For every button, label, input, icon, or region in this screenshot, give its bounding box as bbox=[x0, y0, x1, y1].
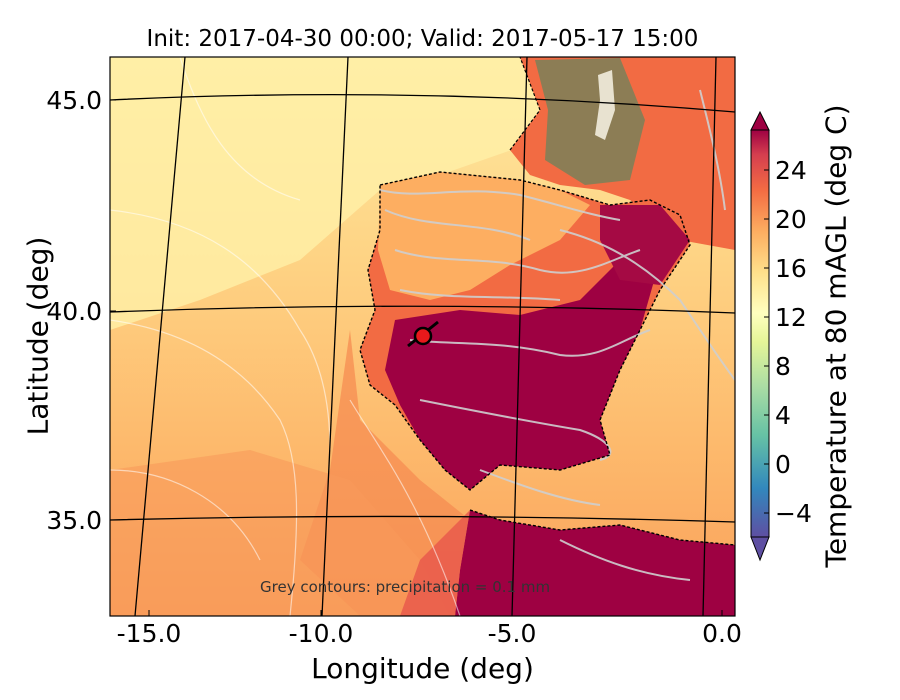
chart-title: Init: 2017-04-30 00:00; Valid: 2017-05-1… bbox=[146, 26, 699, 52]
y-axis-label-wrap: Latitude (deg) bbox=[4, 0, 55, 700]
colorbar-label-wrap: Temperature at 80 mAGL (deg C) bbox=[800, 0, 880, 700]
land-iberia-north bbox=[378, 172, 590, 300]
coastline-africa bbox=[469, 509, 735, 546]
highlands-north bbox=[535, 58, 645, 185]
colorbar-tick-label: −4 bbox=[775, 499, 812, 528]
coastline bbox=[359, 171, 691, 491]
colorbar: −4 0 4 8 12 16 20 24 bbox=[750, 110, 812, 562]
land-africa bbox=[455, 510, 735, 616]
colorbar-label: Temperature at 80 mAGL (deg C) bbox=[819, 104, 853, 568]
colorbar-tick-label: 16 bbox=[775, 254, 807, 283]
x-tick-marks bbox=[148, 610, 723, 616]
colorbar-body bbox=[750, 129, 770, 538]
colorbar-tick-label: 12 bbox=[775, 303, 807, 332]
x-tick-label: 0.0 bbox=[702, 619, 742, 648]
land-iberia-hot bbox=[385, 260, 660, 490]
y-tick-label: 35.0 bbox=[46, 506, 102, 535]
land-iberia-east bbox=[600, 205, 690, 285]
plot-frame bbox=[109, 56, 736, 617]
colorbar-max-extend bbox=[750, 110, 770, 131]
x-tick-label: -5.0 bbox=[488, 619, 537, 648]
x-tick-label: -10.0 bbox=[289, 619, 354, 648]
colorbar-tick-label: 8 bbox=[775, 352, 791, 381]
colorbar-tick-label: 24 bbox=[775, 156, 807, 185]
x-tick-label: -15.0 bbox=[117, 619, 182, 648]
y-tick-marks bbox=[110, 99, 116, 521]
station-marker bbox=[407, 320, 439, 348]
y-axis-label: Latitude (deg) bbox=[21, 236, 55, 436]
y-tick-label: 40.0 bbox=[46, 297, 102, 326]
y-tick-label: 45.0 bbox=[46, 86, 102, 115]
precip-footnote: Grey contours: precipitation = 0.1 mm bbox=[260, 578, 551, 596]
colorbar-min-extend bbox=[750, 536, 770, 562]
highlands-snow bbox=[595, 70, 615, 140]
x-axis-label: Longitude (deg) bbox=[311, 652, 534, 685]
colorbar-tick-label: 20 bbox=[775, 205, 807, 234]
colorbar-tick-label: 4 bbox=[775, 401, 791, 430]
ocean-north-band bbox=[110, 57, 560, 330]
graticule bbox=[110, 57, 735, 616]
land-morocco-coast bbox=[400, 510, 470, 616]
map-field bbox=[110, 57, 735, 616]
colorbar-tick-label: 0 bbox=[775, 450, 791, 479]
temperature-contours bbox=[110, 57, 461, 616]
precip-contours bbox=[379, 89, 735, 581]
